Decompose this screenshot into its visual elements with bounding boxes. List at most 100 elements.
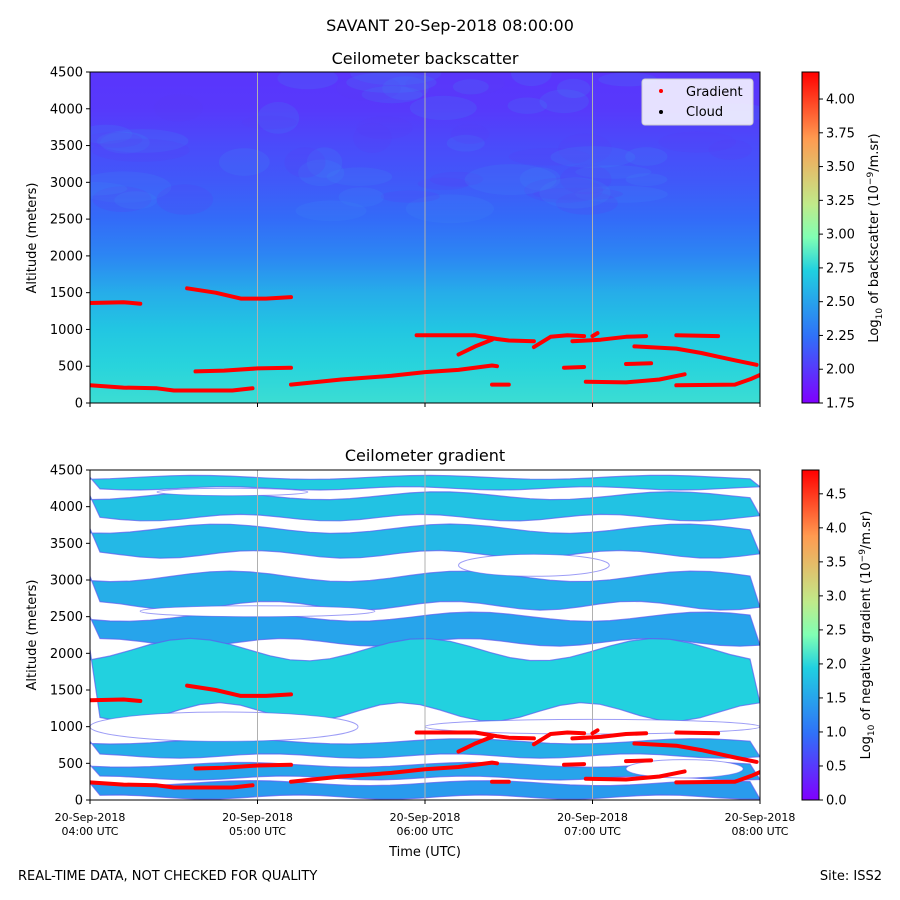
colorbar-label-part: Log — [859, 736, 874, 759]
gradient-segment — [193, 365, 293, 374]
colorbar-label-part: /m.sr) — [859, 511, 874, 549]
gradient-segment — [624, 361, 654, 366]
legend-gradient-label: Gradient — [686, 85, 743, 100]
y-tick-label: 2500 — [50, 213, 83, 228]
gradient-segment — [624, 758, 654, 764]
site-label: Site: ISS2 — [819, 869, 882, 884]
texture-patch — [153, 94, 203, 122]
texture-patch — [96, 129, 189, 153]
gradient-gridlines — [257, 470, 593, 800]
colorbar-label-part: 10 — [875, 308, 885, 320]
x-tick-date: 20-Sep-2018 — [725, 811, 796, 824]
colorbar-tick-label: 2.75 — [826, 261, 855, 276]
gradient-panel: Ceilometer gradient 0 500 1000 1500 2000 2500… — [25, 446, 877, 860]
texture-patch — [625, 147, 668, 166]
texture-patch — [284, 147, 326, 178]
gradient-segment — [90, 780, 255, 790]
gradient-gap — [90, 711, 359, 742]
gradient-segment — [562, 365, 587, 370]
gradient-segment — [456, 734, 494, 754]
y-tick-label: 1500 — [50, 684, 83, 699]
texture-patch — [100, 131, 150, 154]
colorbar-tick-label: 1.5 — [826, 691, 847, 706]
texture-patch — [409, 95, 477, 120]
texture-patch — [346, 72, 437, 93]
colorbar-tick-label: 2.5 — [826, 623, 847, 638]
colorbar-tick-label: 3.0 — [826, 589, 847, 604]
backscatter-gridlines — [257, 72, 593, 403]
gradient-segment — [456, 337, 494, 357]
backscatter-panel: Ceilometer backscatter 0 500 1000 1500 2000 2… — [25, 49, 885, 412]
x-tick-time: 06:00 UTC — [396, 825, 453, 838]
y-tick-label: 0 — [75, 794, 83, 809]
gradient-segment — [674, 770, 760, 785]
y-tick-label: 2500 — [50, 610, 83, 625]
y-tick-label: 1000 — [50, 720, 83, 735]
x-tick-time: 05:00 UTC — [229, 825, 286, 838]
texture-patch — [558, 133, 612, 164]
texture-patch — [92, 186, 152, 212]
backscatter-y-label: Altitude (meters) — [25, 183, 40, 294]
quality-disclaimer: REAL-TIME DATA, NOT CHECKED FOR QUALITY — [18, 869, 318, 884]
texture-patch — [114, 191, 158, 210]
backscatter-gradient-markers — [90, 286, 760, 393]
y-tick-label: 1000 — [50, 323, 83, 338]
colorbar-tick-label: 4.0 — [826, 521, 847, 536]
colorbar-label-part: /m.sr) — [867, 133, 882, 171]
texture-patch — [555, 191, 618, 215]
figure-title: SAVANT 20-Sep-2018 08:00:00 — [326, 16, 574, 35]
backscatter-x-axis — [89, 403, 761, 407]
y-tick-label: 500 — [58, 360, 83, 375]
texture-patch — [91, 138, 190, 162]
colorbar-tick-label: 3.5 — [826, 555, 847, 570]
gradient-segment — [289, 760, 499, 784]
texture-patch — [90, 181, 128, 196]
texture-patch — [508, 148, 591, 166]
gradient-colorbar-label: Log10 of negative gradient (10−9/m.sr) — [858, 511, 877, 760]
texture-patch — [380, 190, 440, 203]
texture-patch — [405, 72, 505, 97]
texture-patch — [450, 124, 490, 144]
colorbar-tick-label: 2.50 — [826, 295, 855, 310]
texture-patch — [90, 132, 143, 148]
colorbar-tick-label: 2.00 — [826, 363, 855, 378]
gradient-segment — [185, 286, 293, 301]
x-tick-date: 20-Sep-2018 — [557, 811, 628, 824]
texture-patch — [452, 79, 489, 95]
gradient-markers — [90, 683, 760, 790]
backscatter-colorbar-ticks: 1.75 2.00 2.25 2.50 2.75 3.00 3.25 3.50 3.75 4.00 — [819, 93, 855, 412]
backscatter-y-axis: 0 500 1000 1500 2000 2500 3000 3500 4000 4500 — [50, 66, 90, 412]
texture-patch — [156, 184, 213, 215]
texture-patch — [446, 134, 485, 152]
gradient-segment — [632, 344, 759, 367]
gradient-segment — [583, 769, 687, 782]
colorbar-tick-label: 4.5 — [826, 487, 847, 502]
backscatter-title: Ceilometer backscatter — [332, 49, 519, 68]
y-tick-label: 4000 — [50, 102, 83, 117]
legend-box — [641, 78, 754, 126]
y-tick-label: 3500 — [50, 139, 83, 154]
gradient-colorbar — [801, 469, 820, 801]
texture-patch — [326, 167, 393, 186]
texture-patch — [429, 171, 484, 187]
texture-patch — [519, 167, 561, 191]
x-tick-date: 20-Sep-2018 — [222, 811, 293, 824]
colorbar-label-part: −9 — [858, 549, 868, 563]
texture-patch — [575, 165, 652, 179]
y-tick-label: 4000 — [50, 500, 83, 515]
backscatter-colorbar — [801, 71, 820, 404]
legend-cloud-marker — [659, 110, 663, 114]
gradient-segment — [414, 333, 536, 344]
backscatter-texture — [90, 72, 760, 224]
texture-patch — [218, 148, 270, 176]
x-tick-date: 20-Sep-2018 — [390, 811, 461, 824]
y-tick-label: 3000 — [50, 574, 83, 589]
colorbar-tick-label: 4.00 — [826, 93, 855, 108]
texture-patch — [625, 173, 668, 187]
texture-patch — [708, 139, 752, 160]
gradient-x-label: Time (UTC) — [388, 845, 461, 860]
colorbar-label-part: of negative gradient (10 — [859, 562, 874, 724]
texture-patch — [295, 200, 367, 222]
